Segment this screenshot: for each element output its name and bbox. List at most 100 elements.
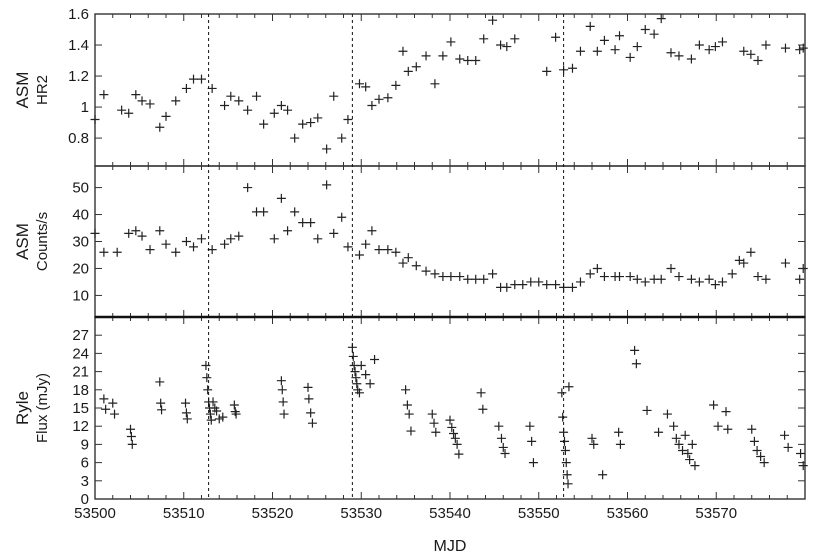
data-point: [710, 42, 720, 52]
data-point: [181, 237, 191, 246]
y-tick-label: 3: [81, 473, 89, 490]
x-tick-label: 53560: [607, 505, 649, 522]
data-point: [562, 470, 572, 480]
data-point: [727, 269, 737, 279]
data-point: [560, 445, 570, 455]
data-point: [329, 91, 339, 101]
y-tick-label: 1.4: [68, 37, 89, 54]
data-point: [649, 29, 659, 39]
data-point: [298, 119, 308, 129]
data-point: [662, 409, 672, 419]
data-point: [479, 274, 489, 284]
data-point: [494, 421, 504, 431]
data-point: [269, 108, 279, 118]
data-point: [243, 183, 253, 193]
y-axis-label-line: ASM: [13, 72, 32, 109]
data-point: [761, 40, 771, 50]
data-point: [127, 439, 137, 449]
data-point: [654, 427, 664, 437]
data-point: [527, 436, 537, 446]
data-point: [563, 479, 573, 489]
data-point: [181, 83, 191, 93]
data-point: [488, 269, 498, 279]
data-point: [534, 277, 544, 287]
data-point: [678, 445, 688, 455]
data-point: [746, 247, 756, 257]
data-point: [269, 234, 279, 244]
data-point: [500, 449, 510, 458]
data-point: [721, 407, 731, 417]
data-point: [642, 405, 652, 415]
panel-frame: [94, 13, 806, 167]
data-point: [361, 82, 371, 92]
x-tick-label: 53570: [695, 505, 737, 522]
data-point: [229, 400, 239, 410]
data-point: [391, 80, 401, 90]
y-axis-label-line: Counts/s: [34, 212, 51, 271]
data-point: [354, 388, 364, 398]
data-point: [117, 105, 127, 115]
y-tick-label: 10: [72, 287, 89, 304]
data-point: [406, 426, 416, 436]
data-point: [411, 62, 421, 72]
data-point: [155, 226, 165, 236]
data-point: [201, 361, 211, 371]
data-point: [669, 421, 679, 431]
data-point: [298, 218, 308, 228]
data-point: [230, 407, 240, 417]
data-point: [687, 439, 697, 449]
data-point: [704, 274, 714, 284]
data-point: [471, 56, 481, 66]
data-point: [283, 105, 293, 115]
data-point: [747, 424, 757, 434]
data-point: [383, 93, 393, 103]
data-point: [307, 418, 317, 428]
data-point: [796, 449, 806, 458]
data-point: [283, 226, 293, 236]
data-point: [798, 263, 808, 273]
data-point: [683, 449, 693, 458]
data-point: [598, 470, 608, 480]
data-point: [526, 277, 536, 287]
data-point: [157, 405, 167, 415]
y-axis-label-line: Flux (mJy): [34, 373, 51, 443]
data-point: [447, 422, 457, 432]
data-point: [234, 231, 244, 241]
data-point: [438, 51, 448, 61]
data-point: [656, 14, 666, 24]
data-point: [625, 272, 635, 282]
data-point: [780, 430, 790, 440]
data-point: [243, 105, 253, 115]
data-point: [207, 83, 217, 93]
data-point: [374, 245, 384, 255]
data-point: [108, 398, 118, 408]
data-point: [430, 79, 440, 89]
data-point: [404, 409, 414, 419]
data-point: [259, 207, 269, 217]
data-point: [126, 432, 136, 442]
data-point: [421, 51, 431, 61]
y-axis-label: Ryle Flux (mJy): [13, 373, 51, 443]
data-point: [446, 272, 456, 282]
data-point: [234, 96, 244, 106]
data-point: [429, 418, 439, 428]
data-point: [189, 74, 199, 84]
data-point: [156, 398, 166, 408]
data-point: [498, 442, 508, 452]
data-point: [592, 263, 602, 273]
y-tick-label: 27: [72, 327, 89, 344]
data-point: [370, 354, 380, 364]
data-point: [510, 34, 520, 44]
data-point: [551, 32, 561, 42]
data-point: [90, 228, 100, 238]
y-tick-label: 50: [72, 180, 89, 197]
data-point: [542, 66, 552, 76]
data-point: [704, 45, 714, 55]
data-point: [110, 409, 120, 419]
data-point: [567, 63, 577, 73]
data-point: [713, 421, 723, 431]
data-point: [365, 379, 375, 389]
y-tick-label: 30: [72, 234, 89, 251]
y-axis-label: ASM Counts/s: [13, 212, 51, 271]
